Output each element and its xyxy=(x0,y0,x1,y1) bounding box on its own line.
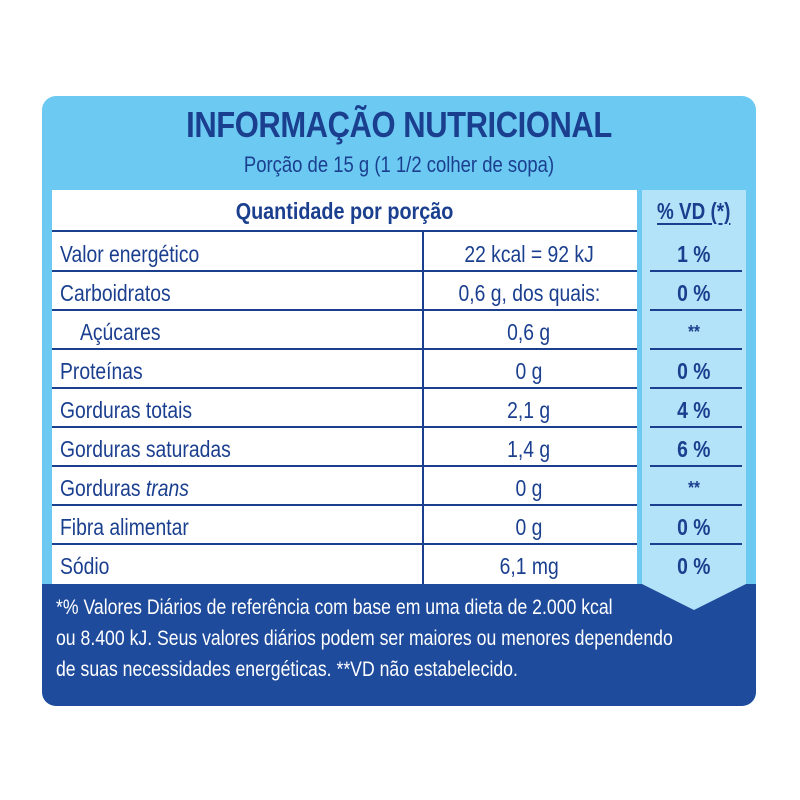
nutrient-quantity: 22 kcal = 92 kJ xyxy=(464,241,594,267)
nutrient-name: Sódio xyxy=(60,553,110,579)
nutrient-quantity: 1,4 g xyxy=(507,436,551,462)
nutrient-name: Carboidratos xyxy=(60,280,171,306)
nutrition-facts-panel: INFORMAÇÃO NUTRICIONAL Porção de 15 g (1… xyxy=(42,96,756,706)
nutrient-vd: 0 % xyxy=(677,280,711,306)
vd-divider xyxy=(650,465,742,467)
vd-divider xyxy=(650,348,742,350)
table-row: Carboidratos 0,6 g, dos quais: 0 % xyxy=(52,273,746,311)
nutrient-quantity: 0,6 g, dos quais: xyxy=(458,280,600,306)
nutrient-quantity: 6,1 mg xyxy=(499,553,559,579)
nutrient-name: Valor energético xyxy=(60,241,200,267)
table-row: Proteínas 0 g 0 % xyxy=(52,351,746,389)
footnote-line-1: *% Valores Diários de referência com bas… xyxy=(56,596,613,619)
vd-divider xyxy=(650,387,742,389)
table-row: Gorduras saturadas 1,4 g 6 % xyxy=(52,429,746,467)
nutrient-quantity: 0 g xyxy=(515,514,543,540)
nutrient-quantity: 2,1 g xyxy=(507,397,551,423)
row-divider xyxy=(52,543,637,545)
nutrient-name: Açúcares xyxy=(80,319,161,345)
panel-title: INFORMAÇÃO NUTRICIONAL xyxy=(186,104,612,145)
nutrient-vd: 0 % xyxy=(677,514,711,540)
italic-trans: trans xyxy=(145,475,189,501)
nutrient-name: Gorduras totais xyxy=(60,397,193,423)
vd-divider xyxy=(650,543,742,545)
nutrient-quantity: 0,6 g xyxy=(507,319,551,345)
nutrient-vd: 1 % xyxy=(677,241,711,267)
row-divider xyxy=(52,426,637,428)
nutrient-name: Fibra alimentar xyxy=(60,514,189,540)
nutrient-vd: ** xyxy=(688,322,700,342)
vd-divider xyxy=(650,270,742,272)
row-divider xyxy=(52,504,637,506)
row-divider xyxy=(52,348,637,350)
table-row: Gorduras trans 0 g ** xyxy=(52,468,746,506)
column-divider xyxy=(422,232,424,584)
nutrient-quantity: 0 g xyxy=(515,475,543,501)
row-divider xyxy=(52,270,637,272)
nutrient-vd: 0 % xyxy=(677,553,711,579)
table-row: Fibra alimentar 0 g 0 % xyxy=(52,507,746,545)
nutrient-quantity: 0 g xyxy=(515,358,543,384)
nutrient-vd: 0 % xyxy=(677,358,711,384)
nutrient-vd: 6 % xyxy=(677,436,711,462)
table-row: Sódio 6,1 mg 0 % xyxy=(52,546,746,584)
nutrient-name: Gorduras saturadas xyxy=(60,436,231,462)
quantity-header: Quantidade por porção xyxy=(52,190,637,232)
vd-divider xyxy=(650,426,742,428)
nutrient-vd: 4 % xyxy=(677,397,711,423)
nutrient-name: Proteínas xyxy=(60,358,143,384)
row-divider xyxy=(52,309,637,311)
nutrient-vd: ** xyxy=(688,478,700,498)
vd-divider xyxy=(650,504,742,506)
table-row: Gorduras totais 2,1 g 4 % xyxy=(52,390,746,428)
table-row: Açúcares 0,6 g ** xyxy=(52,312,746,350)
vd-header: % VD (*) xyxy=(657,198,731,224)
vd-divider xyxy=(650,309,742,311)
footnote-box: *% Valores Diários de referência com bas… xyxy=(42,584,756,706)
serving-size: Porção de 15 g (1 1/2 colher de sopa) xyxy=(243,152,555,177)
footnote-text: *% Valores Diários de referência com bas… xyxy=(56,592,745,685)
footnote-line-2: ou 8.400 kJ. Seus valores diários podem … xyxy=(56,627,673,650)
nutrient-name: Gorduras trans xyxy=(60,475,189,501)
footnote-line-3: de suas necessidades energéticas. **VD n… xyxy=(56,658,518,681)
vd-column-notch xyxy=(642,584,746,610)
table-row: Valor energético 22 kcal = 92 kJ 1 % xyxy=(52,234,746,272)
row-divider xyxy=(52,387,637,389)
row-divider xyxy=(52,465,637,467)
